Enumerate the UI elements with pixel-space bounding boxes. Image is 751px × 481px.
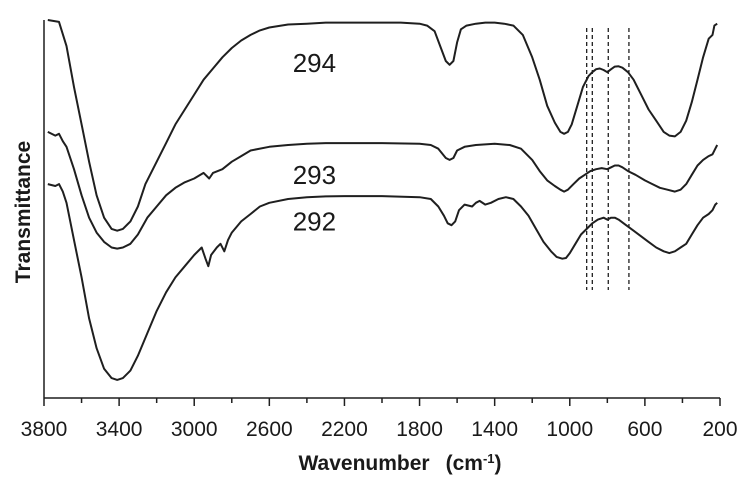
series-labels: 294 293 292 [293, 48, 336, 237]
x-tick-label-1400: 1400 [471, 418, 518, 441]
x-tick-label-200: 200 [702, 418, 737, 441]
series-label-293: 293 [293, 160, 336, 190]
x-tick-label-3800: 3800 [21, 418, 68, 441]
y-axis-title: Transmittance [12, 141, 35, 283]
guide-lines [586, 28, 630, 290]
spectrum-line-293 [47, 131, 719, 250]
x-axis: 3800 3400 3000 2600 2200 1800 1400 1000 600 200 [21, 20, 738, 441]
x-tick-label-1800: 1800 [396, 418, 443, 441]
x-axis-unit: (cm [446, 452, 483, 475]
series-layer [47, 19, 719, 381]
x-tick-label-3000: 3000 [171, 418, 218, 441]
series-label-294: 294 [293, 48, 336, 78]
x-tick-label-3400: 3400 [96, 418, 143, 441]
x-tick-label-2600: 2600 [246, 418, 293, 441]
x-tick-label-1000: 1000 [546, 418, 593, 441]
x-axis-title-main: Wavenumber [298, 452, 429, 475]
spectrum-line-292 [47, 183, 718, 381]
series-label-292: 292 [293, 206, 336, 236]
x-tick-label-2200: 2200 [321, 418, 368, 441]
x-axis-title: Wavenumber (cm-1) [298, 451, 501, 476]
x-axis-unit-exponent: -1 [483, 451, 495, 466]
x-tick-label-600: 600 [627, 418, 662, 441]
x-axis-unit-close: ) [495, 452, 502, 475]
spectrum-line-294 [47, 19, 718, 232]
